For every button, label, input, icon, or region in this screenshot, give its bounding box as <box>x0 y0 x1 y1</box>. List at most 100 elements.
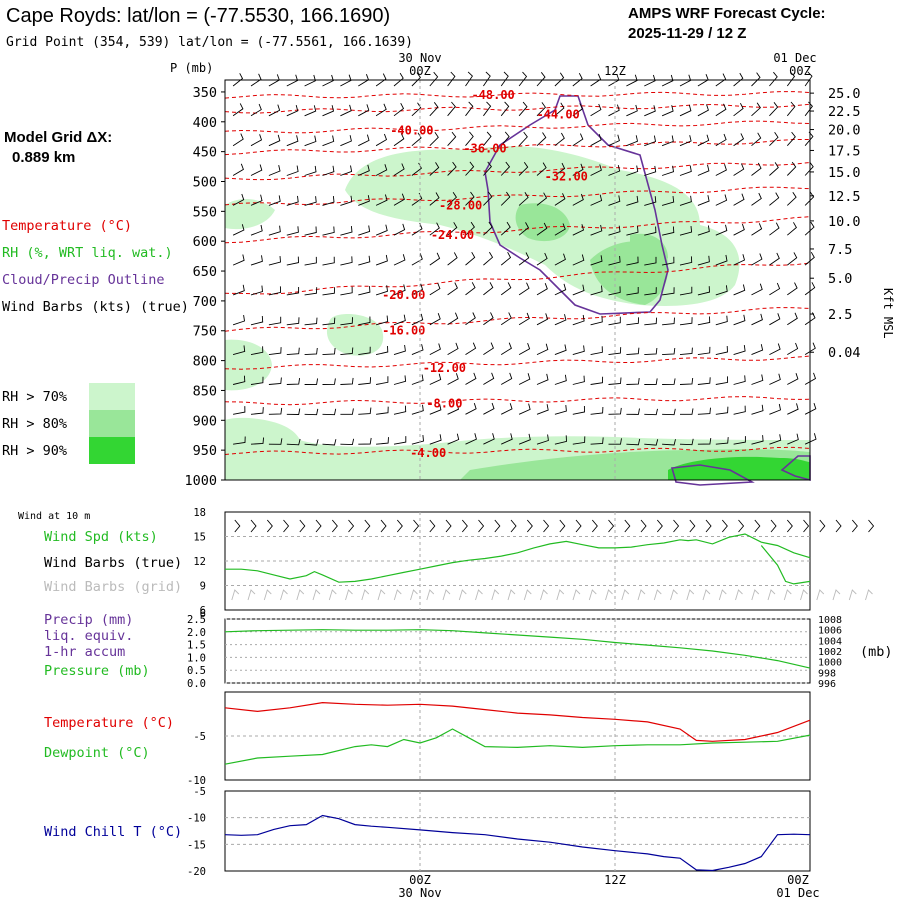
wind-barb <box>697 195 710 206</box>
wind-barb <box>286 408 301 415</box>
wind-barb <box>411 313 424 326</box>
wind-barb <box>733 133 745 147</box>
wind-barb <box>286 226 299 236</box>
wind-barb <box>376 406 389 415</box>
rh90-bottom-region <box>668 456 810 480</box>
wind-tick-label: 15 <box>193 532 206 544</box>
wind-barb <box>232 103 244 117</box>
wind-barb <box>608 407 622 415</box>
wind-barb <box>322 196 335 206</box>
wind-barb-grid <box>475 589 483 601</box>
wind-barb <box>554 223 566 236</box>
wind-barb <box>304 439 319 446</box>
wind-barb <box>662 408 676 416</box>
wind-barb <box>733 345 746 356</box>
wind-chill-line <box>224 814 811 872</box>
wind-barb-true <box>429 519 436 533</box>
wind-barb <box>304 74 316 87</box>
wind-barb <box>465 312 476 326</box>
panel-frame <box>224 790 811 872</box>
height-tick-label: 12.5 <box>828 189 861 205</box>
wind-barb-grid <box>670 589 678 601</box>
wind-barb-true <box>851 519 858 533</box>
pressure-tick-label: 1008 <box>818 615 842 626</box>
wind-barb <box>787 222 797 236</box>
wind-barb <box>358 377 372 385</box>
pressure-tick-label: 350 <box>193 85 217 101</box>
wind-barb <box>679 256 693 266</box>
wind-barb-grid <box>231 589 240 601</box>
wind-barb-true <box>396 519 403 533</box>
wind-barb <box>447 373 459 385</box>
wind-barb <box>375 315 389 326</box>
wind-chill-legend: Wind Chill T (°C) <box>44 824 182 840</box>
wind-barb <box>679 377 694 385</box>
wind-barb <box>286 378 301 385</box>
legend-temperature: Temperature (°C) <box>2 218 132 234</box>
wind-barb <box>393 344 406 356</box>
wind-barb-true <box>380 519 387 533</box>
wind-barb <box>572 436 586 445</box>
isotherm-label: -16.00 <box>382 324 425 338</box>
wind-barb <box>358 286 371 296</box>
wind-barb <box>518 71 528 87</box>
forecast-cycle-value: 2025-11-29 / 12 Z <box>628 25 746 42</box>
wind-barb <box>644 287 657 296</box>
wind-barb <box>376 345 389 356</box>
wind-barb <box>393 254 406 266</box>
wind-barb <box>250 103 262 117</box>
wind-barb <box>268 438 283 445</box>
wind-barb <box>500 221 511 236</box>
rh-shading <box>225 146 810 480</box>
legend-rh: RH (%, WRT liq. wat.) <box>2 245 173 261</box>
wind-barbs-grid-legend: Wind Barbs (grid) <box>44 579 182 595</box>
wind-barb <box>536 252 548 266</box>
pressure-tick-label: 996 <box>818 679 836 690</box>
wind-barb <box>304 165 317 176</box>
pressure-tick-label: 1006 <box>818 626 842 637</box>
rh70-lowleft-region <box>225 339 272 391</box>
wind-barb-grid <box>735 589 743 601</box>
wind-barb <box>608 195 621 206</box>
wind-barb <box>322 408 337 416</box>
wind-barb <box>626 104 638 117</box>
wind-barb-grid <box>653 589 662 601</box>
rh-legend-label: RH > 90% <box>2 443 67 459</box>
wind-barb <box>536 222 548 236</box>
wind-barb <box>232 375 246 385</box>
wind-barb <box>250 134 263 147</box>
wind-barb <box>554 253 566 266</box>
wind-barbs-cross-section <box>232 71 817 446</box>
wind-barb <box>411 344 424 356</box>
wind-barb <box>429 192 440 206</box>
wind-barb <box>340 286 353 296</box>
wind-barb <box>715 406 729 415</box>
wind-barb <box>608 104 620 117</box>
wind-barb <box>787 403 799 415</box>
wind-barb <box>322 226 335 236</box>
wind-barb <box>500 71 509 87</box>
rh-swatch-1 <box>89 383 135 410</box>
wind-barb <box>590 437 604 445</box>
wind-barb <box>804 251 815 266</box>
wind-barb-true <box>543 519 550 533</box>
wind-barb <box>393 375 407 385</box>
wind-barb <box>608 377 622 385</box>
height-tick-label: 10.0 <box>828 214 861 230</box>
rh80-core-region <box>630 233 668 266</box>
wind-barb <box>233 436 246 445</box>
wind-barb <box>536 192 548 206</box>
wind-barb-true <box>331 519 338 533</box>
wind-barb <box>411 132 422 147</box>
wind-barb <box>715 133 727 147</box>
wind-barb <box>411 404 424 415</box>
rh-legend: RH > 70% RH > 80% RH > 90% <box>2 383 135 464</box>
precip-top-tick: 6 <box>200 608 206 620</box>
wind-barb <box>500 131 510 146</box>
wind-barb <box>661 196 675 206</box>
wind-barb <box>572 284 585 296</box>
wind-barb <box>590 224 603 236</box>
wind-barb <box>268 377 282 385</box>
wind-barb-true <box>803 519 810 533</box>
wind-barb <box>375 254 388 266</box>
